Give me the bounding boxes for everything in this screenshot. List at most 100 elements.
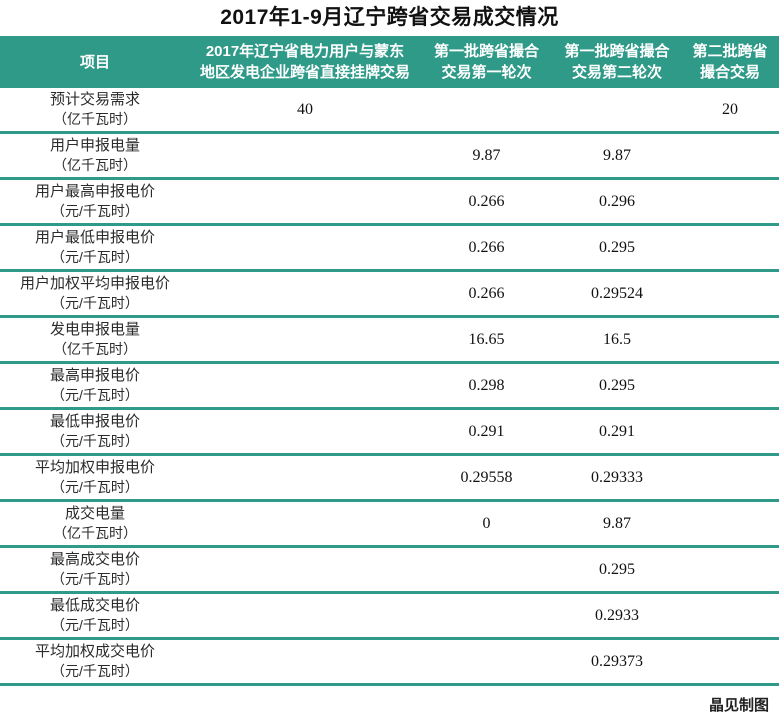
cell-value xyxy=(190,593,420,639)
table-row: 用户加权平均申报电价 （元/千瓦时） 0.266 0.29524 xyxy=(0,270,779,317)
row-label: 用户最低申报电价 xyxy=(34,229,155,246)
cell-value: 9.87 xyxy=(603,146,631,164)
row-unit: （元/千瓦时） xyxy=(51,617,139,633)
cell-value xyxy=(190,363,420,409)
page-title: 2017年1-9月辽宁跨省交易成交情况 xyxy=(220,6,559,29)
row-unit: （元/千瓦时） xyxy=(51,663,139,679)
row-header-cell: 平均加权成交电价 （元/千瓦时） xyxy=(0,639,190,685)
row-label: 最低成交电价 xyxy=(49,597,140,614)
cell-value xyxy=(681,593,779,639)
table-row: 预计交易需求 （亿千瓦时） 40 20 xyxy=(0,88,779,133)
cell-value: 0.266 xyxy=(468,238,505,256)
cell-value: 0.29333 xyxy=(591,468,643,486)
row-label: 成交电量 xyxy=(64,505,125,522)
row-label: 平均加权申报电价 xyxy=(34,459,155,476)
row-label: 最低申报电价 xyxy=(49,413,140,430)
column-header-line: 第一批跨省撮合 xyxy=(564,43,670,60)
header-row: 项目 2017年辽宁省电力用户与蒙东 地区发电企业跨省直接挂牌交易 第一批跨省撮… xyxy=(0,36,779,88)
table-row: 最低申报电价 （元/千瓦时） 0.291 0.291 xyxy=(0,408,779,455)
cell-value xyxy=(420,593,553,639)
table-row: 用户申报电量 （亿千瓦时） 9.87 9.87 xyxy=(0,132,779,179)
row-unit: （亿千瓦时） xyxy=(53,157,137,173)
column-header-line: 撮合交易 xyxy=(699,64,760,81)
cell-value xyxy=(190,639,420,685)
column-header-line: 第二批跨省 xyxy=(692,43,768,60)
table-row: 最高申报电价 （元/千瓦时） 0.298 0.295 xyxy=(0,362,779,409)
cell-value: 0.29373 xyxy=(591,652,643,670)
row-label: 发电申报电量 xyxy=(49,321,140,338)
cell-value: 9.87 xyxy=(603,514,631,532)
cell-value xyxy=(420,88,553,133)
column-header-batch1-round2: 第一批跨省撮合 交易第二轮次 xyxy=(553,36,681,88)
row-header-cell: 最低成交电价 （元/千瓦时） xyxy=(0,593,190,639)
row-unit: （元/千瓦时） xyxy=(51,295,139,311)
table-row: 平均加权申报电价 （元/千瓦时） 0.29558 0.29333 xyxy=(0,454,779,501)
row-unit: （元/千瓦时） xyxy=(51,433,139,449)
row-label: 最高成交电价 xyxy=(49,551,140,568)
cell-value xyxy=(681,271,779,317)
column-header-line: 第一批跨省撮合 xyxy=(433,43,539,60)
cell-value xyxy=(190,455,420,501)
cell-value: 9.87 xyxy=(472,146,501,164)
cell-value: 0 xyxy=(482,514,491,532)
cell-value xyxy=(681,225,779,271)
cell-value: 16.65 xyxy=(468,330,505,348)
cell-value: 0.29524 xyxy=(591,284,643,302)
cell-value xyxy=(681,501,779,547)
row-header-cell: 成交电量 （亿千瓦时） xyxy=(0,501,190,547)
column-header-batch2: 第二批跨省 撮合交易 xyxy=(681,36,779,88)
cell-value xyxy=(681,547,779,593)
cell-value: 20 xyxy=(722,100,738,118)
cell-value: 0.29558 xyxy=(460,468,513,486)
table-row: 最高成交电价 （元/千瓦时） 0.295 xyxy=(0,546,779,593)
row-unit: （亿千瓦时） xyxy=(53,525,137,541)
cell-value xyxy=(420,547,553,593)
cell-value xyxy=(190,317,420,363)
table-row: 成交电量 （亿千瓦时） 0 9.87 xyxy=(0,500,779,547)
cell-value xyxy=(681,639,779,685)
cell-value xyxy=(681,409,779,455)
table-row: 用户最高申报电价 （元/千瓦时） 0.266 0.296 xyxy=(0,178,779,225)
cell-value xyxy=(190,409,420,455)
column-header-line: 地区发电企业跨省直接挂牌交易 xyxy=(199,64,410,81)
table-row: 平均加权成交电价 （元/千瓦时） 0.29373 xyxy=(0,638,779,685)
column-header-listed-trade: 2017年辽宁省电力用户与蒙东 地区发电企业跨省直接挂牌交易 xyxy=(190,36,420,88)
row-header-cell: 用户最高申报电价 （元/千瓦时） xyxy=(0,179,190,225)
row-header-cell: 用户最低申报电价 （元/千瓦时） xyxy=(0,225,190,271)
cell-value xyxy=(190,501,420,547)
credit-label: 晶见制图 xyxy=(708,697,769,714)
column-header-item: 项目 xyxy=(0,36,190,88)
row-label: 用户加权平均申报电价 xyxy=(19,275,170,292)
cell-value xyxy=(190,271,420,317)
table-row: 最低成交电价 （元/千瓦时） 0.2933 xyxy=(0,592,779,639)
column-header-batch1-round1: 第一批跨省撮合 交易第一轮次 xyxy=(420,36,553,88)
cell-value xyxy=(681,455,779,501)
row-header-cell: 预计交易需求 （亿千瓦时） xyxy=(0,88,190,133)
row-unit: （元/千瓦时） xyxy=(51,479,139,495)
data-table: 项目 2017年辽宁省电力用户与蒙东 地区发电企业跨省直接挂牌交易 第一批跨省撮… xyxy=(0,36,779,686)
cell-value xyxy=(190,225,420,271)
row-header-cell: 平均加权申报电价 （元/千瓦时） xyxy=(0,455,190,501)
cell-value xyxy=(681,317,779,363)
column-header-line: 交易第一轮次 xyxy=(441,64,532,81)
cell-value xyxy=(420,639,553,685)
row-unit: （亿千瓦时） xyxy=(53,111,137,127)
column-header-line: 项目 xyxy=(79,53,110,71)
row-unit: （元/千瓦时） xyxy=(51,249,139,265)
cell-value xyxy=(681,133,779,179)
cell-value: 0.295 xyxy=(599,560,635,578)
footer: 晶见制图 xyxy=(0,686,779,723)
cell-value: 0.2933 xyxy=(595,606,639,624)
row-header-cell: 用户申报电量 （亿千瓦时） xyxy=(0,133,190,179)
cell-value xyxy=(190,133,420,179)
cell-value xyxy=(681,363,779,409)
row-label: 用户最高申报电价 xyxy=(34,183,155,200)
cell-value: 0.295 xyxy=(599,238,635,256)
cell-value xyxy=(190,547,420,593)
table-row: 用户最低申报电价 （元/千瓦时） 0.266 0.295 xyxy=(0,224,779,271)
cell-value: 0.291 xyxy=(599,422,635,440)
cell-value: 0.295 xyxy=(599,376,635,394)
row-header-cell: 用户加权平均申报电价 （元/千瓦时） xyxy=(0,271,190,317)
cell-value xyxy=(190,179,420,225)
